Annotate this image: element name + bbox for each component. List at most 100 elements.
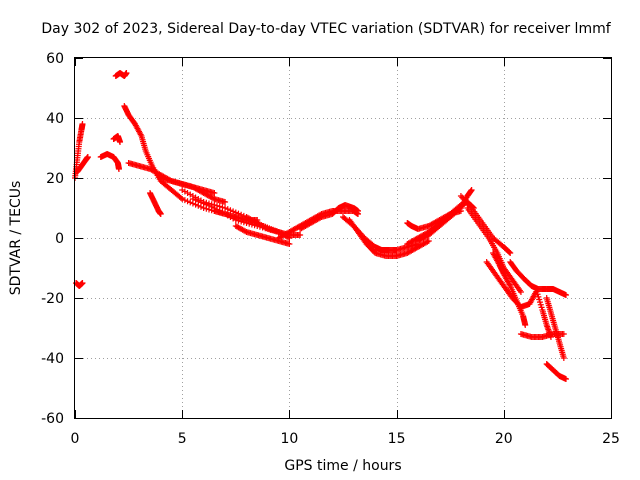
- plot-frame: [74, 57, 612, 419]
- data-point: [179, 196, 186, 202]
- data-point: [197, 199, 204, 206]
- data-point: [254, 217, 261, 223]
- data-point: [206, 202, 212, 209]
- axis-ticks: [75, 58, 612, 419]
- y-tick-label: 40: [46, 111, 64, 127]
- data-point: [79, 280, 86, 286]
- series-arc-6: [112, 70, 130, 79]
- data-point: [242, 228, 249, 235]
- series-arc-9: [147, 190, 164, 217]
- data-point: [267, 226, 274, 233]
- data-point: [123, 70, 130, 76]
- series-arc-16: [297, 202, 362, 232]
- data-point: [355, 208, 362, 214]
- y-tick-label: 20: [46, 171, 64, 187]
- data-point: [533, 288, 540, 295]
- series-arc-13: [211, 208, 261, 223]
- x-axis-label: GPS time / hours: [284, 458, 401, 474]
- data-point: [184, 198, 191, 205]
- data-point: [187, 199, 194, 206]
- data-point: [189, 196, 196, 202]
- series-arc-2: [73, 280, 86, 289]
- data-point: [507, 250, 514, 256]
- data-point: [222, 205, 229, 211]
- y-tick-label: -20: [41, 291, 64, 307]
- data-point: [317, 214, 324, 221]
- data-point: [273, 228, 279, 235]
- y-tick-label: -40: [41, 351, 64, 367]
- data-point: [211, 190, 218, 196]
- series-arc-4: [97, 151, 122, 172]
- data-point: [219, 204, 226, 211]
- data-point: [532, 286, 539, 292]
- series-arc-23: [464, 205, 524, 295]
- data-point: [84, 154, 91, 160]
- y-tick-label: 60: [46, 51, 64, 67]
- data-point: [560, 331, 567, 337]
- data-point: [79, 121, 86, 127]
- data-point: [259, 224, 266, 231]
- data-point: [562, 376, 569, 382]
- data-point: [256, 223, 263, 230]
- series-arc-5: [110, 133, 124, 145]
- data-point: [195, 198, 202, 205]
- chart-title: Day 302 of 2023, Sidereal Day-to-day VTE…: [41, 21, 611, 37]
- data-point: [537, 301, 544, 308]
- data-point: [254, 223, 261, 229]
- data-point: [522, 322, 529, 328]
- data-point: [270, 227, 277, 234]
- data-point: [536, 299, 543, 306]
- data-point: [208, 203, 215, 210]
- data-point: [445, 211, 452, 218]
- data-point: [192, 197, 199, 204]
- data-point: [117, 139, 124, 145]
- data-point: [425, 238, 432, 244]
- grid: [75, 58, 611, 418]
- data-point: [115, 166, 122, 172]
- data-point: [506, 249, 513, 256]
- x-tick-labels: 0 5 10 15 20 25: [71, 431, 620, 447]
- data-point: [424, 238, 431, 245]
- data-point: [534, 291, 541, 298]
- data-point: [181, 197, 188, 204]
- data-point: [227, 207, 234, 214]
- data-point: [222, 199, 229, 205]
- series-arc-29: [543, 361, 569, 382]
- data-point: [203, 201, 210, 208]
- y-tick-label: 0: [55, 231, 64, 247]
- data-point: [297, 232, 304, 238]
- data-point: [536, 296, 543, 303]
- data-point: [200, 200, 207, 207]
- series-arc-10: [157, 175, 218, 196]
- data-point: [517, 289, 524, 295]
- series-arc-28: [543, 295, 567, 361]
- x-tick-label: 20: [495, 431, 513, 447]
- data-point: [157, 211, 164, 217]
- data-point: [262, 225, 269, 232]
- data-point: [468, 187, 475, 193]
- data-points: [72, 70, 569, 382]
- x-tick-label: 15: [388, 431, 406, 447]
- data-point: [177, 194, 184, 201]
- series-arc-25: [483, 259, 539, 310]
- x-tick-label: 0: [71, 431, 80, 447]
- y-tick-labels: -60 -40 -20 0 20 40 60: [41, 51, 64, 427]
- series-arc-18: [346, 217, 432, 259]
- x-tick-label: 5: [178, 431, 187, 447]
- series-arc-14: [232, 223, 293, 247]
- data-point: [538, 304, 545, 311]
- data-point: [251, 222, 258, 229]
- series-arc-3: [74, 154, 91, 175]
- data-point: [535, 293, 542, 300]
- data-point: [264, 226, 271, 232]
- series-arc-21: [404, 208, 464, 232]
- data-point: [224, 206, 231, 213]
- data-point: [286, 235, 293, 241]
- data-point: [286, 241, 293, 247]
- data-point: [457, 208, 464, 214]
- data-point: [560, 355, 567, 361]
- series-arc-7: [121, 103, 282, 235]
- data-point: [210, 195, 217, 202]
- y-tick-label: -60: [41, 411, 64, 427]
